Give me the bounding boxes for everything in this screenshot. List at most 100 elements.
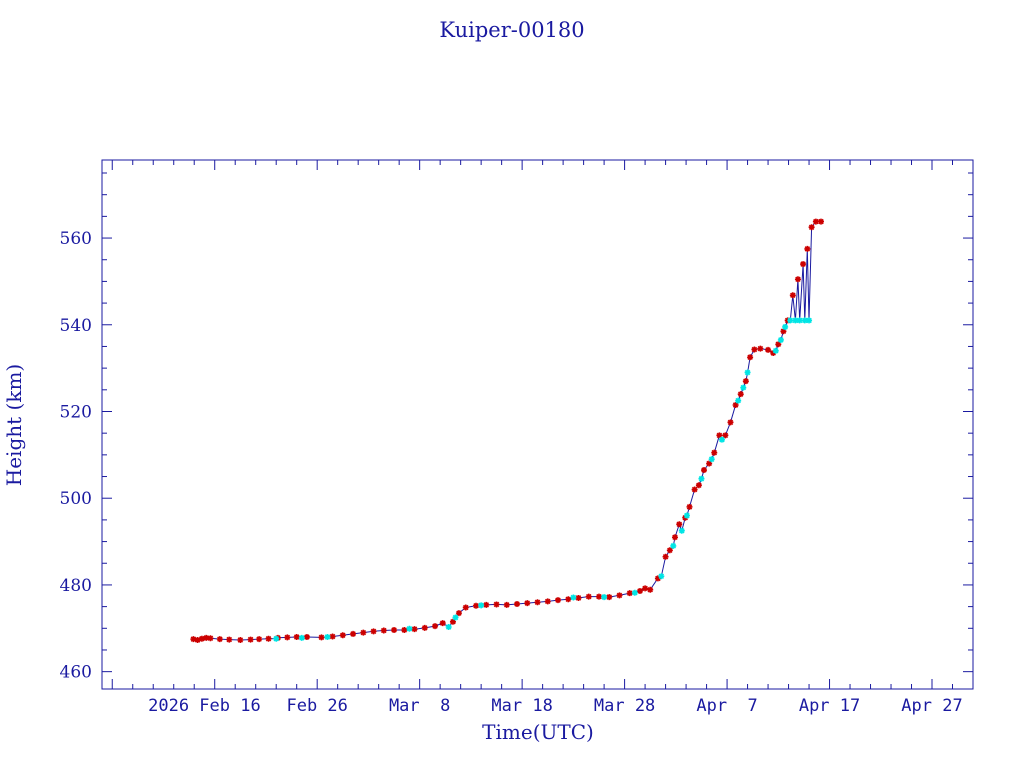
red-data-point (554, 597, 561, 604)
series-lines (193, 221, 821, 641)
red-data-point (626, 590, 633, 597)
red-data-point (716, 432, 723, 439)
cyan-data-point (452, 614, 459, 621)
red-data-point (737, 391, 744, 398)
red-data-point (691, 486, 698, 493)
data-markers (190, 218, 825, 644)
chart-title: Kuiper-00180 (439, 18, 584, 42)
red-data-point (804, 245, 811, 252)
y-tick-label: 480 (60, 576, 92, 596)
red-data-point (237, 637, 244, 644)
red-data-point (339, 632, 346, 639)
y-tick-label: 500 (60, 489, 92, 509)
plot-frame (101, 159, 974, 690)
cyan-data-point (744, 369, 751, 376)
red-data-point (534, 599, 541, 606)
red-data-point (765, 346, 772, 353)
red-data-point (812, 218, 819, 225)
cyan-data-point (601, 594, 608, 601)
cyan-data-point (683, 512, 690, 519)
x-tick-label: 2026 Feb 16 (148, 696, 261, 716)
red-data-point (722, 432, 729, 439)
red-data-point (747, 354, 754, 361)
cyan-data-point (678, 527, 685, 534)
red-data-point (808, 224, 815, 231)
red-data-point (432, 623, 439, 630)
cyan-data-point (787, 317, 794, 324)
height-line (193, 221, 821, 641)
x-tick-label: Mar 8 (389, 696, 450, 716)
red-data-point (473, 602, 480, 609)
y-axis-label: Height (km) (2, 364, 26, 486)
red-data-point (647, 586, 654, 593)
cyan-data-point (324, 633, 331, 640)
red-data-point (695, 482, 702, 489)
red-data-point (226, 636, 233, 643)
cyan-data-point (478, 602, 485, 609)
red-data-point (216, 636, 223, 643)
cyan-data-point (698, 475, 705, 482)
red-data-point (732, 401, 739, 408)
x-tick-label: Apr 27 (901, 696, 962, 716)
red-data-point (711, 449, 718, 456)
red-data-point (380, 627, 387, 634)
red-data-point (794, 276, 801, 283)
cyan-data-point (792, 317, 799, 324)
x-tick-labels: 2026 Feb 16 Feb 26 Mar 8 Mar 18 Mar 28 Apr 7 A… (148, 696, 963, 716)
y-tick-label: 460 (60, 663, 92, 683)
red-data-point (742, 378, 749, 385)
red-data-point (616, 592, 623, 599)
red-data-point (503, 601, 510, 608)
red-data-point (329, 633, 336, 640)
red-data-point (493, 601, 500, 608)
cyan-data-point (735, 397, 742, 404)
red-data-point (190, 636, 197, 643)
red-data-point (462, 604, 469, 611)
red-data-point (203, 634, 210, 641)
x-tick-label: Apr 7 (696, 696, 757, 716)
y-tick-label: 520 (60, 402, 92, 422)
cyan-data-point (772, 347, 779, 354)
red-data-point (411, 626, 418, 633)
x-tick-label: Mar 28 (594, 696, 655, 716)
cyan-data-point (708, 456, 715, 463)
cyan-data-point (782, 323, 789, 330)
cyan-data-point (406, 625, 413, 632)
red-data-point (800, 261, 807, 268)
red-data-point (701, 467, 708, 474)
red-data-point (318, 634, 325, 641)
red-data-point (727, 419, 734, 426)
cyan-data-point (298, 634, 305, 641)
red-data-point (544, 598, 551, 605)
red-data-point (686, 503, 693, 510)
y-tick-label: 560 (60, 229, 92, 249)
cyan-data-point (777, 336, 784, 343)
cyan-data-point (631, 589, 638, 596)
cyan-data-point (806, 317, 813, 324)
axis-ticks (102, 160, 974, 689)
red-data-point (706, 460, 713, 467)
red-data-point (514, 601, 521, 608)
red-data-point (575, 594, 582, 601)
red-data-point (595, 593, 602, 600)
red-data-point (449, 618, 456, 625)
red-data-point (455, 610, 462, 617)
cyan-data-point (796, 317, 803, 324)
red-data-point (654, 575, 661, 582)
red-data-point (401, 627, 408, 634)
red-data-point (391, 627, 398, 634)
red-data-point (636, 588, 643, 595)
red-data-point (284, 634, 291, 641)
red-data-point (360, 629, 367, 636)
x-axis-label: Time(UTC) (482, 720, 594, 744)
red-data-point (606, 594, 613, 601)
cyan-data-point (718, 436, 725, 443)
red-data-point (256, 636, 263, 643)
red-data-point (207, 635, 214, 642)
red-data-point (757, 345, 764, 352)
red-data-point (293, 633, 300, 640)
cyan-data-point (445, 623, 452, 630)
cyan-data-point (273, 635, 280, 642)
x-tick-label: Feb 26 (286, 696, 347, 716)
